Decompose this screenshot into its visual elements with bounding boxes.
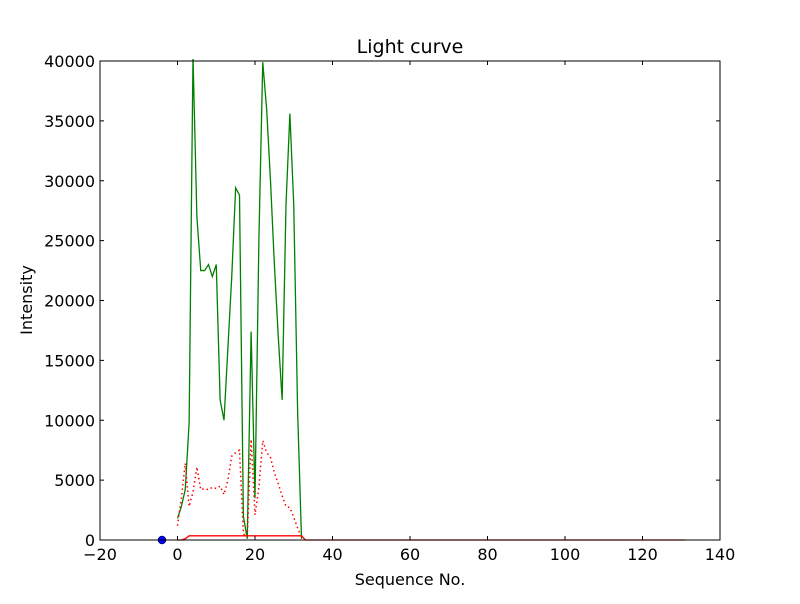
axes [99, 60, 721, 541]
plot-area-border [99, 60, 721, 541]
y-axis-label: Intensity [17, 265, 36, 335]
plot-area-frame [99, 60, 721, 541]
x-tick-label-7: 120 [627, 545, 658, 564]
series-0-line [176, 59, 303, 539]
y-tick-label-4: 20000 [44, 292, 95, 311]
y-tick-labels: 0 5000 10000 15000 20000 25000 30000 35000 40000 [44, 52, 95, 550]
y-tick-label-1: 5000 [54, 471, 95, 490]
x-tick-label-5: 80 [477, 545, 497, 564]
x-tick-label-8: 140 [705, 545, 736, 564]
y-tick-label-3: 15000 [44, 351, 95, 370]
x-tick-label-4: 60 [400, 545, 420, 564]
y-tick-label-5: 25000 [44, 232, 95, 251]
x-tick-label-3: 40 [322, 545, 342, 564]
y-tick-label-0: 0 [85, 531, 95, 550]
y-tick-label-7: 35000 [44, 112, 95, 131]
x-tick-label-6: 100 [550, 545, 581, 564]
x-tick-label-1: 0 [172, 545, 182, 564]
y-tick-label-8: 40000 [44, 52, 95, 71]
chart-title: Light curve [357, 36, 464, 58]
y-tick-label-6: 30000 [44, 172, 95, 191]
series-1-line [176, 439, 303, 538]
x-tick-label-0: −20 [83, 545, 117, 564]
y-tick-label-2: 10000 [44, 411, 95, 430]
x-axis-label: Sequence No. [355, 570, 466, 589]
x-tick-label-2: 20 [245, 545, 265, 564]
x-tick-labels: −20 0 20 40 60 80 100 120 140 [83, 545, 735, 564]
